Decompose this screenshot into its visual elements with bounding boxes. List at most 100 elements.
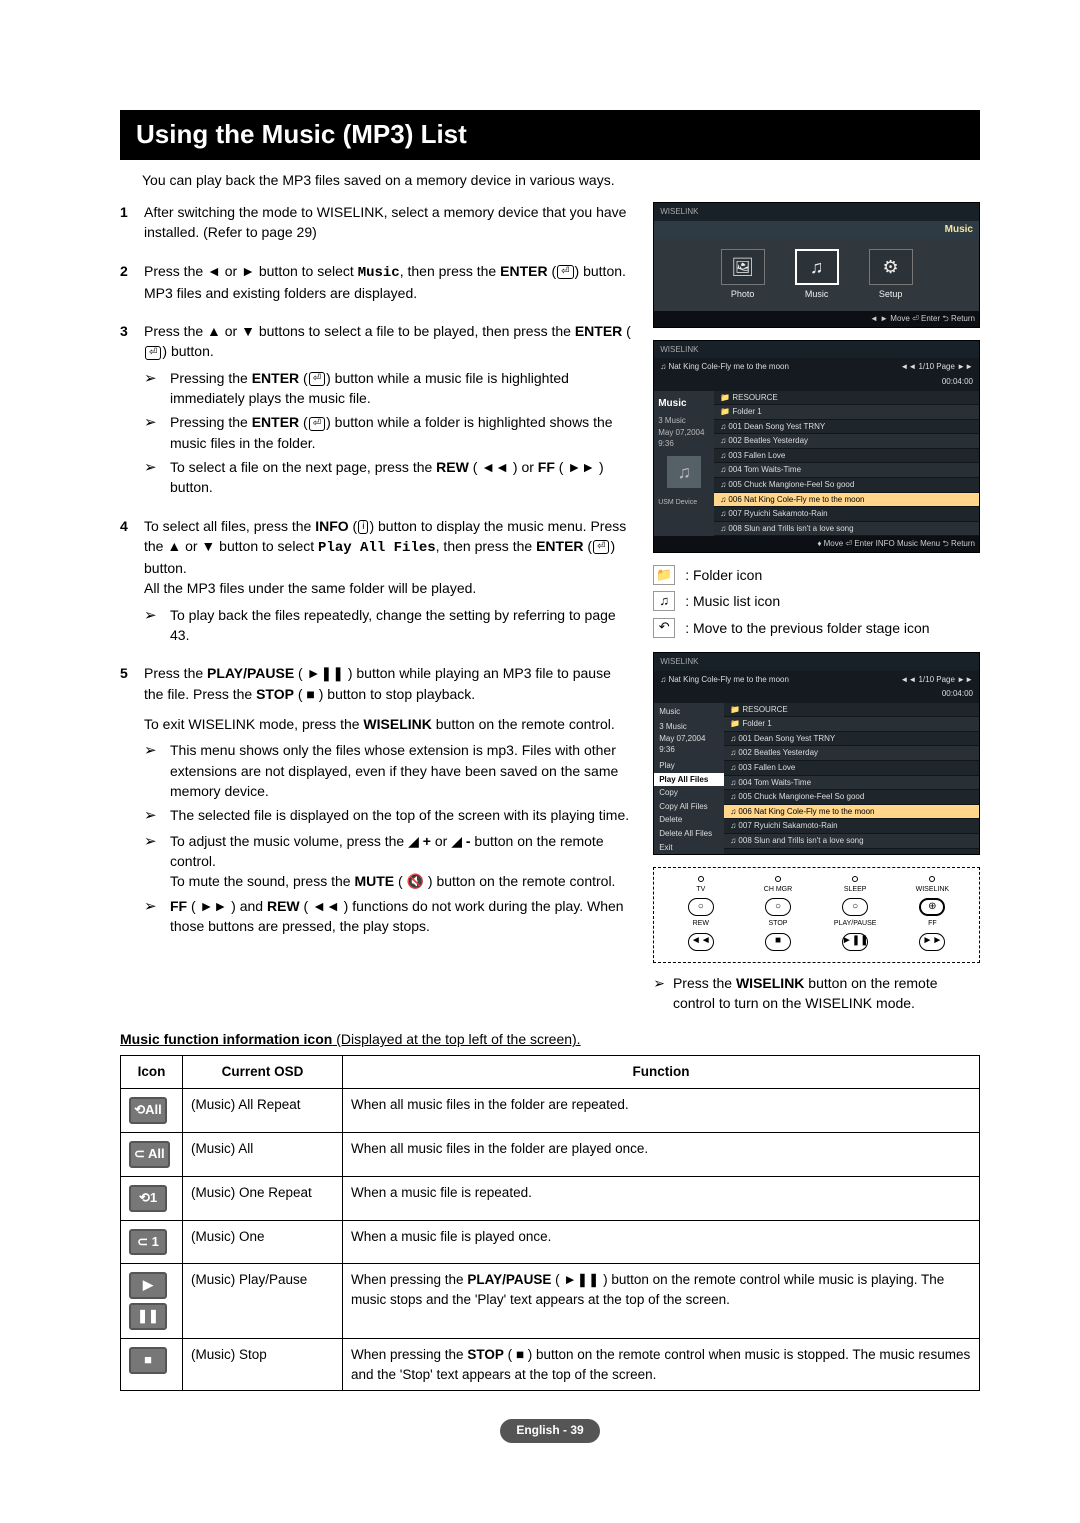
note-arrow-icon [144,831,170,892]
step-1: 1 After switching the mode to WISELINK, … [120,202,633,243]
menu-side[interactable]: Music 3 Music May 07,2004 9:36 PlayPlay … [654,703,724,855]
page-indicator: ◄◄ 1/10 Page ►► [900,361,973,373]
txt: Pressing the [170,370,252,386]
note: To select a file on the next page, press… [144,457,633,498]
steps-column: 1 After switching the mode to WISELINK, … [120,202,633,1013]
page-footer: English - 39 [120,1419,980,1442]
remote-playpause-btn[interactable]: ►❚❚ [842,933,868,951]
legend-prev: ↶ : Move to the previous folder stage ic… [653,618,980,638]
txt: button. [167,343,214,359]
menu-item[interactable]: Copy All Files [654,800,724,814]
legend-text: : Music list icon [685,591,780,611]
note: Pressing the ENTER (⏎) button while a fo… [144,412,633,453]
list-item[interactable]: ♫ 003 Fallen Love [714,449,979,464]
mute-label: MUTE [354,873,394,889]
side-title: Music [658,397,710,412]
list-item[interactable]: ♫ 005 Chuck Mangione-Feel So good [714,478,979,493]
remote-ff-btn[interactable]: ►► [919,933,945,951]
menu-item[interactable]: Copy [654,786,724,800]
table-row: ▶❚❚(Music) Play/PauseWhen pressing the P… [121,1264,980,1339]
music-menu-screenshot: WISELINK ♫ Nat King Cole-Fly me to the m… [653,652,980,855]
ss-footer: ◄ ► Move ⏎ Enter ⮌ Return [654,311,979,327]
note-arrow-icon [144,896,170,937]
now-playing: Nat King Cole-Fly me to the moon [668,675,789,684]
remote-btn[interactable]: ○ [842,898,868,916]
remote-label: PLAY/PAUSE [817,919,894,929]
table-row: ⟲1(Music) One RepeatWhen a music file is… [121,1176,980,1220]
function-icon: ■ [129,1347,167,1374]
side-title: Music [654,703,724,721]
remote-rew-btn[interactable]: ◄◄ [688,933,714,951]
fn-cell: When all music files in the folder are p… [343,1132,980,1176]
function-icon: ▶ [129,1272,167,1299]
icon-cell: ⊂ All [121,1132,183,1176]
fn-cell: When all music files in the folder are r… [343,1088,980,1132]
up-folder-icon: ↶ [653,618,675,638]
table-row: ■(Music) StopWhen pressing the STOP ( ■ … [121,1339,980,1391]
ff-label: FF [170,898,187,914]
menu-item[interactable]: Delete [654,813,724,827]
remote-btn[interactable]: ○ [765,898,791,916]
icon-cell: ⟲All [121,1088,183,1132]
list-item: ♫ 002 Beatles Yesterday [724,746,979,761]
note-arrow-icon [144,605,170,646]
fn-cell: When pressing the PLAY/PAUSE ( ►❚❚ ) but… [343,1264,980,1339]
note-arrow-icon [144,805,170,827]
menu-item[interactable]: Exit [654,841,724,855]
list-item: ♫ 004 Tom Waits-Time [724,776,979,791]
remote-label: SLEEP [817,885,894,895]
list-item: ♫ 003 Fallen Love [724,761,979,776]
list-item[interactable]: ♫ 004 Tom Waits-Time [714,463,979,478]
menu-item[interactable]: Delete All Files [654,827,724,841]
menu-item[interactable]: Play All Files [654,773,724,787]
list-item[interactable]: ♫ 002 Beatles Yesterday [714,434,979,449]
tile-photo[interactable]: 🖼Photo [716,249,770,301]
step-2: 2 Press the ◄ or ► button to select Musi… [120,261,633,304]
enter-label: ENTER [252,370,299,386]
remote-wiselink-btn[interactable]: ⊕ [919,898,945,916]
tile-label: Music [790,288,844,301]
txt: To select a file on the next page, press… [170,459,436,475]
remote-diagram: TVCH MGRSLEEPWISELINK ○ ○ ○ ⊕ REWSTOPPLA… [653,867,980,962]
list-item[interactable]: 📁 RESOURCE [714,391,979,406]
list-item: ♫ 008 Slun and Trills isn't a love song [724,834,979,849]
enter-icon: ⏎ [557,265,573,279]
th-fn: Function [343,1056,980,1089]
list-item[interactable]: ♫ 008 Slun and Trills isn't a love song [714,522,979,537]
list-item[interactable]: ♫ 006 Nat King Cole-Fly me to the moon [714,493,979,508]
th-icon: Icon [121,1056,183,1089]
play-time: 00:04:00 [942,376,973,388]
table-caption: Music function information icon (Display… [120,1029,980,1049]
remote-label: FF [894,919,971,929]
remote-btn[interactable]: ○ [688,898,714,916]
table-row: ⟲All(Music) All RepeatWhen all music fil… [121,1088,980,1132]
enter-icon: ⏎ [593,540,609,554]
menu-item[interactable]: Play [654,759,724,773]
note-arrow-icon [144,457,170,498]
enter-icon: ⏎ [309,372,325,386]
folder-icon: 📁 [653,565,675,585]
txt: button. [144,560,187,576]
icon-cell: ■ [121,1339,183,1391]
step-5: 5 Press the PLAY/PAUSE ( ►❚❚ ) button wh… [120,663,633,936]
icon-cell: ▶❚❚ [121,1264,183,1339]
remote-stop-btn[interactable]: ■ [765,933,791,951]
note: Pressing the ENTER (⏎) button while a mu… [144,368,633,409]
wiselink-label: WISELINK [736,975,804,991]
step-num: 5 [120,663,144,936]
list-item[interactable]: ♫ 001 Dean Song Yest TRNY [714,420,979,435]
osd-cell: (Music) Stop [183,1339,343,1391]
tile-music[interactable]: ♫Music [790,249,844,301]
now-playing: Nat King Cole-Fly me to the moon [668,362,789,371]
table-row: ⊂ 1(Music) OneWhen a music file is playe… [121,1220,980,1264]
music-list-screenshot: WISELINK ♫ Nat King Cole-Fly me to the m… [653,340,980,553]
enter-icon: ⏎ [145,346,161,360]
list-item[interactable]: 📁 Folder 1 [714,405,979,420]
note: FF ( ►► ) and REW ( ◄◄ ) functions do no… [144,896,633,937]
step-3: 3 Press the ▲ or ▼ buttons to select a f… [120,321,633,497]
step-body: To select all files, press the INFO (i) … [144,516,633,646]
file-list[interactable]: 📁 RESOURCE📁 Folder 1♫ 001 Dean Song Yest… [714,391,979,537]
wiselink-label: WISELINK [363,716,431,732]
tile-setup[interactable]: ⚙Setup [864,249,918,301]
list-item[interactable]: ♫ 007 Ryuichi Sakamoto-Rain [714,507,979,522]
